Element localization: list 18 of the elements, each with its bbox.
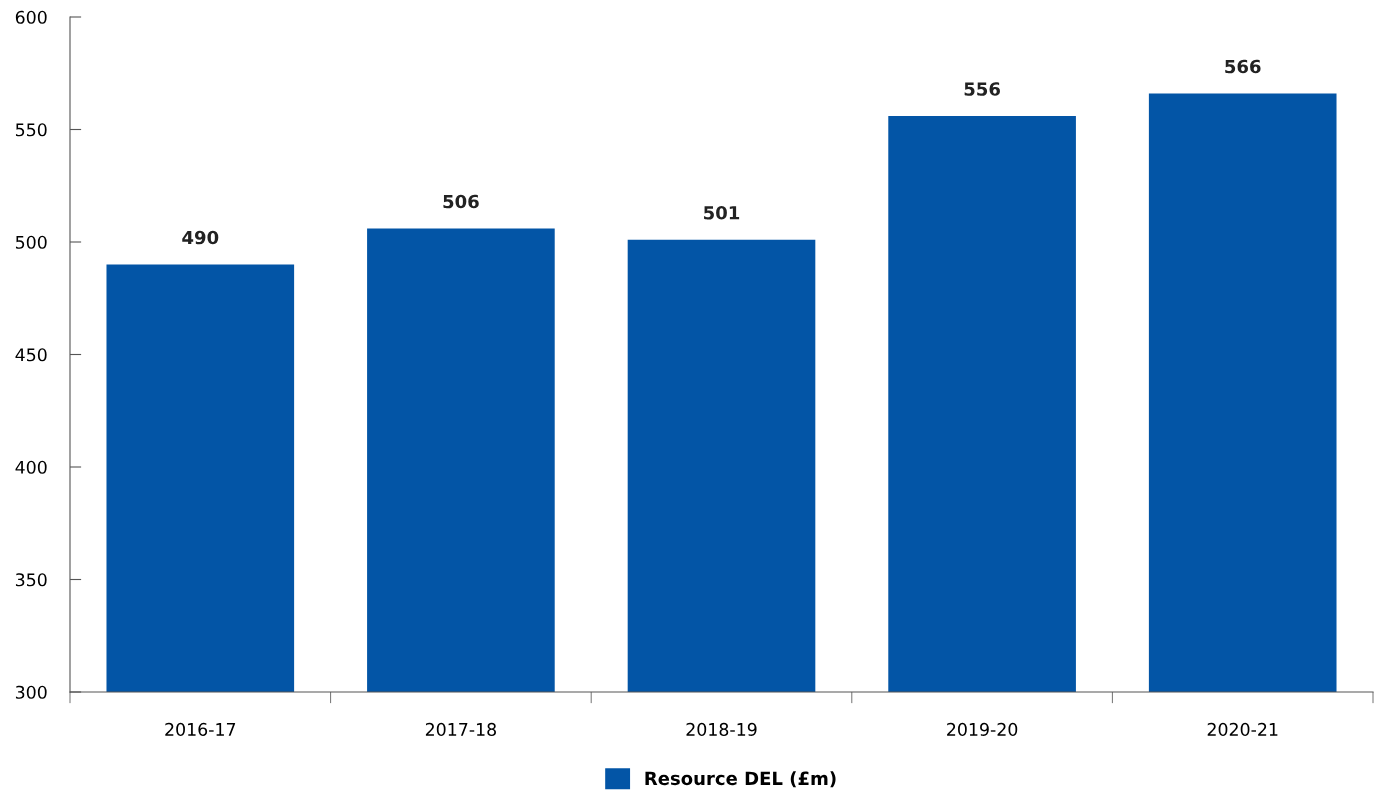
data-label: 566 xyxy=(1225,59,1261,74)
y-tick-label: 550 xyxy=(15,123,47,137)
data-label: 506 xyxy=(443,194,479,209)
y-tick-label: 450 xyxy=(15,348,47,362)
x-tick-label: 2016-17 xyxy=(165,722,236,736)
y-tick-label: 500 xyxy=(15,235,47,249)
data-label: 556 xyxy=(964,82,1000,96)
x-tick-label: 2018-19 xyxy=(686,722,757,736)
x-tick-label: 2019-20 xyxy=(947,722,1018,736)
data-label: 490 xyxy=(182,230,219,245)
y-tick-label: 300 xyxy=(15,685,47,699)
legend-label: Resource DEL (£m) xyxy=(645,771,836,788)
y-tick-label: 350 xyxy=(15,573,47,587)
y-tick-label: 600 xyxy=(15,10,47,24)
x-tick-label: 2017-18 xyxy=(425,722,496,736)
y-tick-label: 400 xyxy=(15,460,47,474)
x-tick-label: 2020-21 xyxy=(1207,722,1278,736)
data-label: 501 xyxy=(704,205,740,220)
